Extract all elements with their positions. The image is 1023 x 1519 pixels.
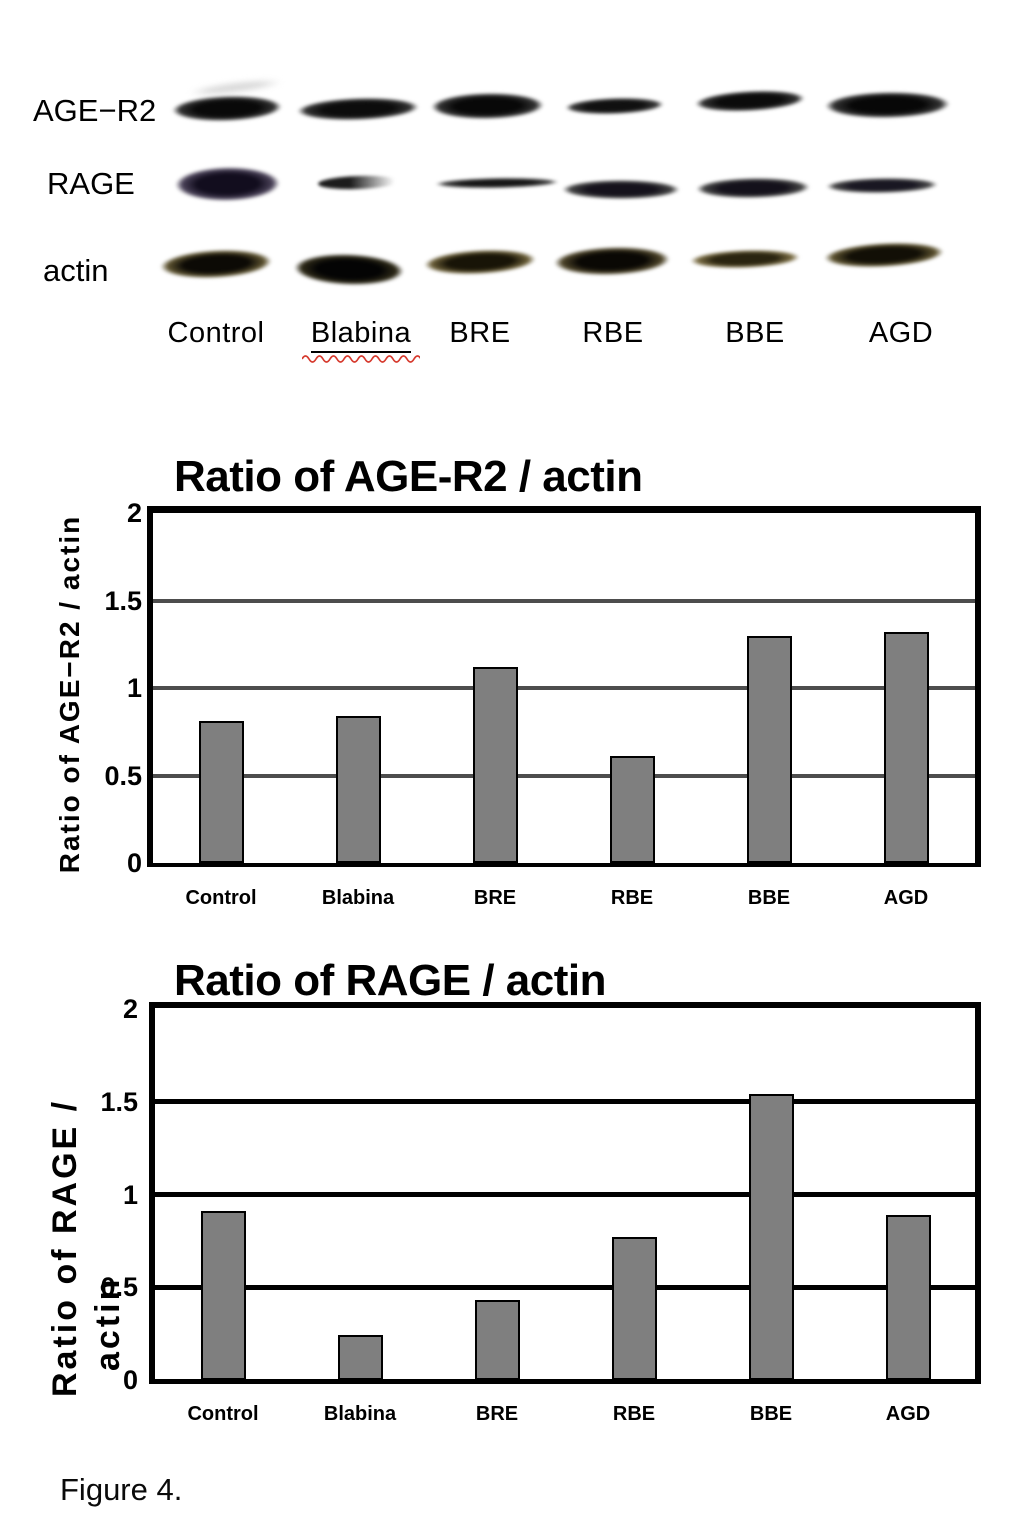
band-age-r2-bre <box>430 92 545 120</box>
plot-area-1 <box>147 506 981 867</box>
bar-bbe <box>746 635 792 863</box>
band-rage-blabina <box>317 174 399 191</box>
y-tick-2: 2 <box>126 498 142 528</box>
bar-agd <box>883 632 929 863</box>
bar-control <box>198 721 244 863</box>
x-label-bbe: BBE <box>749 1403 793 1425</box>
spellcheck-underline <box>276 354 446 363</box>
band-age-r2-control <box>171 94 283 123</box>
bar-blabina <box>335 716 381 863</box>
bar-rbe <box>609 756 655 863</box>
chart2-title: Ratio of RAGE / actin <box>174 956 606 1005</box>
y-tick-0: 0 <box>126 848 142 878</box>
y-tick-0.5: 0.5 <box>100 1272 138 1303</box>
blot-row-label-actin: actin <box>43 253 109 288</box>
lane-label-bbe: BBE <box>670 317 840 350</box>
band-actin-control <box>159 247 273 281</box>
y-tick-1: 1 <box>126 673 142 703</box>
bar-blabina <box>337 1335 383 1380</box>
lane-label-blabina: Blabina <box>276 317 446 363</box>
bar-bre <box>472 667 518 863</box>
plot-area-2 <box>149 1002 981 1384</box>
y-tick-1.5: 1.5 <box>100 1086 138 1117</box>
y-tick-0.5: 0.5 <box>104 760 142 791</box>
bar-bbe <box>748 1094 794 1380</box>
lane-label-text: AGD <box>868 317 934 349</box>
x-label-blabina: Blabina <box>323 1403 397 1425</box>
band-age-r2-bbe <box>694 88 806 114</box>
bar-rbe <box>611 1237 657 1380</box>
x-label-rbe: RBE <box>612 1403 656 1425</box>
x-label-bre: BRE <box>473 887 517 909</box>
lane-label-text: BBE <box>725 317 785 349</box>
lane-label-text: Blabina <box>310 317 412 353</box>
x-label-rbe: RBE <box>610 887 654 909</box>
y-tick-1: 1 <box>122 1179 138 1210</box>
band-rage-agd <box>825 177 939 194</box>
lane-label-agd: AGD <box>816 317 986 350</box>
y-tick-0: 0 <box>122 1365 138 1395</box>
lane-label-control: Control <box>131 317 301 350</box>
band-age-r2-agd <box>824 90 951 120</box>
x-label-bbe: BBE <box>747 887 791 909</box>
figure-caption: Figure 4. <box>60 1472 183 1507</box>
blot-row-label-rage: RAGE <box>47 166 135 201</box>
bar-agd <box>885 1214 931 1380</box>
lane-label-rbe: RBE <box>528 317 698 350</box>
x-label-blabina: Blabina <box>321 887 395 909</box>
chart2-y-axis-title-line1: Ratio of RAGE / <box>46 1098 84 1397</box>
bar-control <box>200 1211 246 1380</box>
band-actin-bre <box>423 247 537 277</box>
gridline-1 <box>155 1192 975 1197</box>
bar-bre <box>474 1300 520 1380</box>
band-actin-rbe <box>553 244 671 278</box>
lane-label-text: Control <box>167 317 265 349</box>
gridline-1.5 <box>155 1099 975 1105</box>
band-rage-control <box>174 166 281 202</box>
x-label-agd: AGD <box>885 1403 931 1425</box>
x-label-agd: AGD <box>883 887 929 909</box>
blot-row-label-age-r2: AGE−R2 <box>33 93 157 128</box>
gridline-1 <box>153 686 975 690</box>
band-rage-bre <box>434 176 560 190</box>
gridline-0.5 <box>155 1284 975 1290</box>
lane-label-text: BRE <box>449 317 511 349</box>
x-label-bre: BRE <box>475 1403 519 1425</box>
y-tick-1.5: 1.5 <box>104 585 142 616</box>
band-age-r2-blabina <box>296 95 420 123</box>
x-label-control: Control <box>187 1403 259 1425</box>
band-rage-rbe <box>562 180 680 199</box>
lane-label-bre: BRE <box>395 317 565 350</box>
lane-label-text: RBE <box>582 317 644 349</box>
band-actin-blabina <box>293 252 405 287</box>
x-label-control: Control <box>185 887 257 909</box>
band-rage-bbe <box>695 177 811 199</box>
band-actin-agd <box>823 239 945 271</box>
gridline-0.5 <box>153 773 975 778</box>
gridline-1.5 <box>153 598 975 603</box>
band-actin-bbe <box>689 248 801 270</box>
band-age-r2-rbe <box>564 96 665 116</box>
chart1-title: Ratio of AGE-R2 / actin <box>174 452 643 501</box>
y-tick-2: 2 <box>122 994 138 1024</box>
